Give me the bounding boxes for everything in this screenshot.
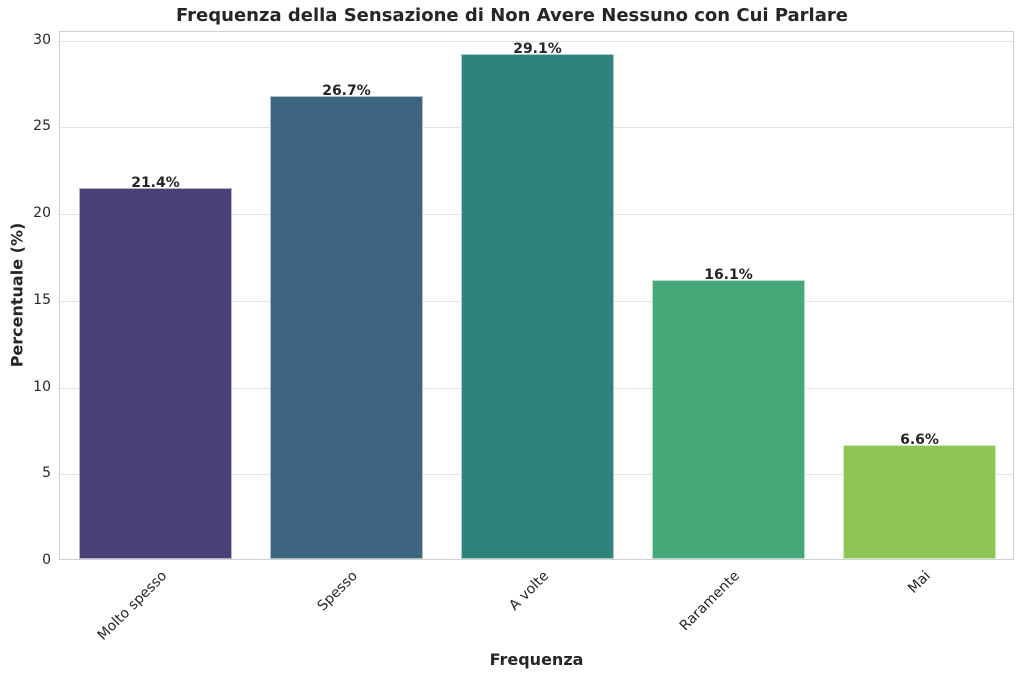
bar-value-label: 6.6% (900, 431, 939, 448)
x-tick-label: Spesso (314, 568, 361, 615)
bar-value-label: 26.7% (322, 82, 371, 99)
y-tick-label: 15 (33, 291, 51, 308)
x-axis-label: Frequenza (489, 650, 584, 669)
bar-value-label: 21.4% (131, 174, 180, 191)
y-tick-label: 0 (42, 552, 51, 568)
bar-a-volte (461, 54, 614, 559)
y-tick-label: 10 (33, 378, 51, 395)
x-tick-label: Mai (904, 568, 934, 597)
y-tick-label: 25 (33, 118, 51, 135)
x-tick-label: A volte (505, 568, 552, 614)
x-tick-label: Raramente (676, 568, 743, 635)
y-tick-label: 5 (42, 465, 51, 482)
bar-molto-spesso (79, 187, 232, 559)
chart-title: Frequenza della Sensazione di Non Avere … (176, 5, 848, 26)
x-tick-label: Molto spesso (94, 568, 170, 644)
plot-area: 21.4% 26.7% 29.1% 16.1% 6.6% (59, 31, 1014, 560)
bar-mai (843, 444, 996, 559)
y-tick-label: 20 (33, 205, 51, 222)
bar-raramente (652, 279, 805, 559)
bar-value-label: 16.1% (704, 266, 753, 283)
bar-value-label: 29.1% (513, 41, 562, 58)
bar-spesso (270, 95, 423, 559)
gridline (60, 40, 1013, 42)
y-tick-label: 30 (33, 31, 51, 48)
